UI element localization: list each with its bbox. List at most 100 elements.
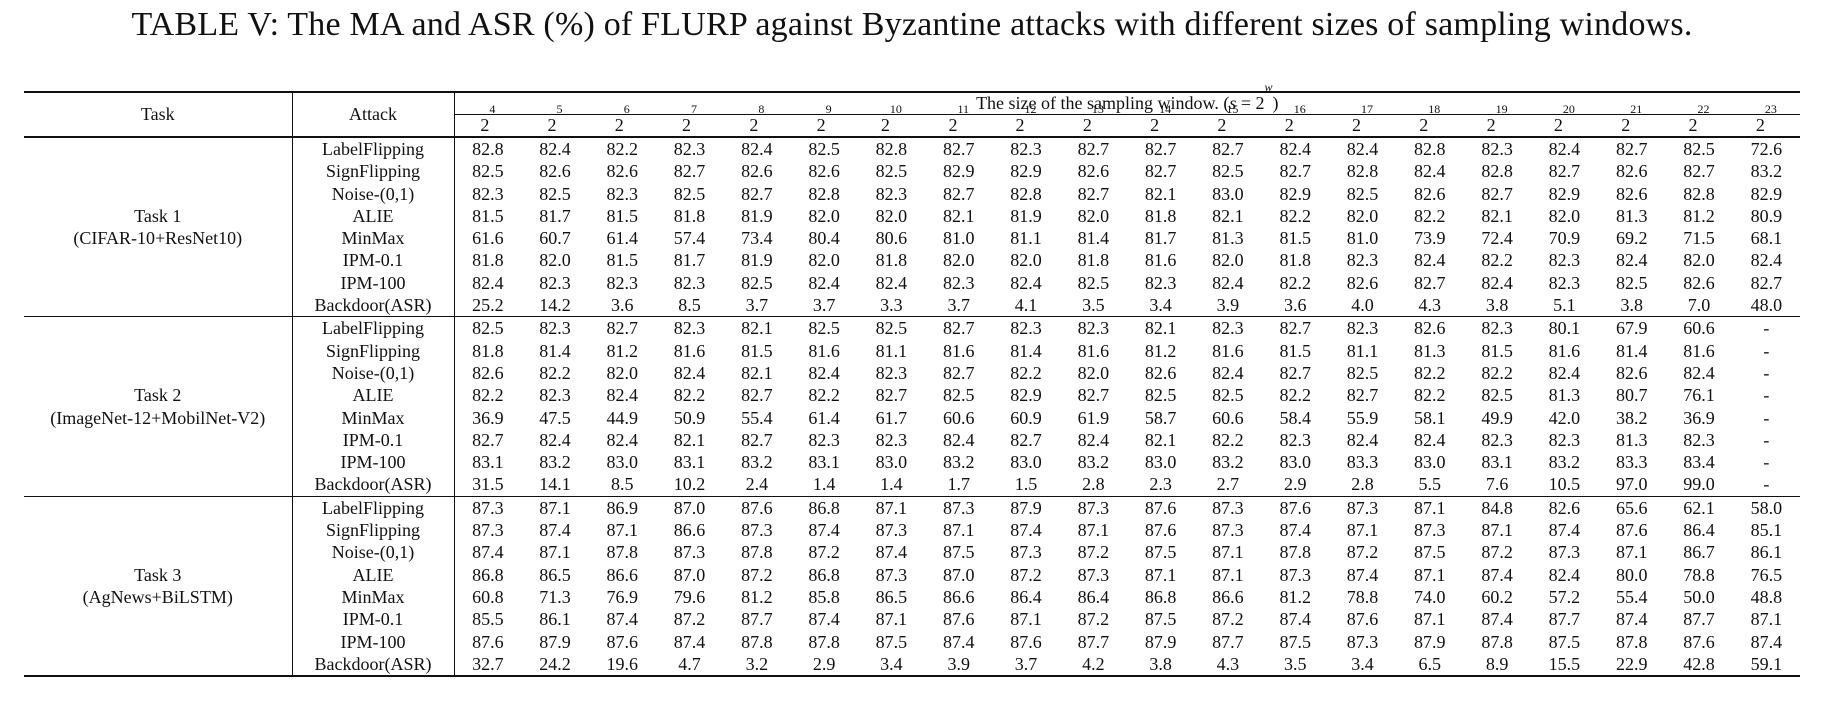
- value-cell: 80.0: [1615, 564, 1648, 585]
- value-cell: 72.6: [1750, 139, 1783, 159]
- value-cell: 81.6: [1212, 340, 1244, 361]
- value-cell: 82.2: [1481, 362, 1513, 383]
- value-cell: -: [1763, 385, 1770, 406]
- value-cell: 82.5: [453, 316, 522, 340]
- value-cell: 82.7: [1279, 362, 1311, 383]
- value-cell: 87.2: [673, 609, 706, 630]
- value-cell: 82.3: [1548, 429, 1581, 450]
- window-size-2pow-19: 219: [1463, 103, 1531, 138]
- value-cell: 82.7: [1212, 139, 1244, 159]
- table-row: Task 3 (AgNews+BiLSTM) LabelFlipping 87.3 87…: [24, 496, 1800, 678]
- value-cell: 87.9: [1010, 497, 1042, 518]
- value-cell: 82.7: [1548, 161, 1581, 182]
- value-cell: 82.7: [741, 183, 773, 204]
- value-cell: 80.6: [875, 228, 908, 249]
- value-cell: 82.8: [1683, 183, 1715, 204]
- value-cell: 82.3: [673, 139, 706, 159]
- value-cell: 50.9: [673, 407, 706, 428]
- value-cell: 82.9: [942, 161, 975, 182]
- value-cell: 82.1: [741, 362, 773, 383]
- value-cell: 1.5: [992, 473, 1060, 497]
- table-row: IPM-100 87.6 87.9 87.6 87.4 87.8 87.8 87.5 87.4 8…: [24, 630, 1800, 653]
- value-cell: 81.5: [453, 204, 522, 228]
- value-cell: 58.1: [1414, 407, 1446, 428]
- value-cell: 87.1: [1750, 609, 1783, 630]
- value-cell: 3.5: [1261, 652, 1329, 678]
- value-cell: -: [1732, 473, 1801, 497]
- value-cell: 3.8: [1463, 294, 1531, 318]
- table-row: Task 1 (CIFAR-10+ResNet10) LabelFlipping 82…: [24, 137, 1800, 318]
- value-cell: 82.2: [1414, 385, 1446, 406]
- value-cell: 87.1: [1346, 520, 1379, 541]
- value-cell: 82.7: [942, 183, 975, 204]
- attack-name: Noise-(0,1): [291, 361, 454, 385]
- table-row: ALIE 81.5 81.7 81.5 81.8 81.9 82.0 82.0 82.1 81.9…: [24, 204, 1800, 228]
- value-cell: 82.6: [1144, 362, 1177, 383]
- value-cell: 87.9: [539, 631, 571, 652]
- value-cell: 87.6: [741, 497, 773, 518]
- window-size-2pow-15: 215: [1194, 103, 1262, 138]
- window-size-2pow-17: 217: [1328, 103, 1397, 138]
- value-cell: 5.1: [1530, 294, 1599, 318]
- value-cell: 82.2: [453, 384, 522, 407]
- value-cell: 81.7: [1144, 228, 1177, 249]
- value-cell: 82.6: [1615, 362, 1648, 383]
- value-cell: 82.7: [942, 318, 975, 339]
- value-cell: 82.6: [453, 361, 522, 385]
- value-cell: 82.1: [1144, 183, 1177, 204]
- value-cell: 2.4: [723, 473, 791, 497]
- value-cell: 82.5: [1615, 272, 1648, 293]
- value-cell: 76.9: [606, 586, 638, 607]
- value-cell: 81.8: [453, 339, 522, 362]
- value-cell: 59.1: [1732, 652, 1801, 678]
- value-cell: 58.7: [1144, 407, 1177, 428]
- value-cell: 82.4: [1683, 362, 1715, 383]
- value-cell: 82.2: [606, 139, 638, 159]
- value-cell: 81.3: [1615, 429, 1648, 450]
- value-cell: 82.0: [1077, 205, 1110, 226]
- value-cell: 3.7: [790, 294, 858, 318]
- value-cell: 86.8: [1144, 586, 1177, 607]
- value-cell: 81.3: [1414, 340, 1446, 361]
- value-cell: 87.1: [539, 542, 571, 563]
- value-cell: 76.5: [1750, 564, 1783, 585]
- table-row: Noise-(0,1) 87.4 87.1 87.8 87.3 87.8 87.2 87.4 8…: [24, 541, 1800, 564]
- value-cell: 81.8: [453, 249, 522, 272]
- value-cell: 82.2: [808, 385, 840, 406]
- value-cell: 38.2: [1615, 407, 1648, 428]
- value-cell: 83.0: [1212, 183, 1244, 204]
- value-cell: 83.2: [1077, 452, 1110, 473]
- value-cell: 82.5: [453, 160, 522, 183]
- value-cell: 82.6: [741, 161, 773, 182]
- task-header: Task: [24, 91, 292, 138]
- value-cell: 82.4: [1346, 139, 1379, 159]
- value-cell: 76.1: [1683, 385, 1715, 406]
- value-cell: 70.9: [1548, 228, 1581, 249]
- value-cell: 82.7: [741, 385, 773, 406]
- value-cell: 82.3: [1010, 139, 1042, 159]
- window-size-2pow-9: 29: [790, 103, 858, 138]
- value-cell: 81.2: [741, 586, 773, 607]
- value-cell: 50.0: [1683, 586, 1715, 607]
- window-size-2pow-5: 25: [521, 103, 589, 138]
- value-cell: 82.7: [942, 362, 975, 383]
- value-cell: 4.0: [1328, 294, 1397, 318]
- value-cell: 82.7: [875, 385, 908, 406]
- table-row: SignFlipping 81.8 81.4 81.2 81.6 81.5 81.6 81.1…: [24, 339, 1800, 362]
- value-cell: 87.8: [808, 631, 840, 652]
- value-cell: 61.4: [606, 228, 638, 249]
- value-cell: 61.9: [1077, 407, 1110, 428]
- value-cell: 74.0: [1414, 586, 1446, 607]
- value-cell: 82.1: [1481, 205, 1513, 226]
- value-cell: 82.0: [942, 250, 975, 271]
- value-cell: 82.7: [1144, 139, 1177, 159]
- value-cell: 42.0: [1548, 407, 1581, 428]
- value-cell: 82.3: [453, 182, 522, 205]
- value-cell: 4.7: [655, 652, 724, 678]
- value-cell: 82.7: [1010, 429, 1042, 450]
- value-cell: 87.5: [1548, 631, 1581, 652]
- attack-name: Noise-(0,1): [291, 541, 454, 564]
- value-cell: 8.5: [588, 473, 656, 497]
- value-cell: 36.9: [1683, 407, 1715, 428]
- attack-name: MinMax: [291, 585, 454, 609]
